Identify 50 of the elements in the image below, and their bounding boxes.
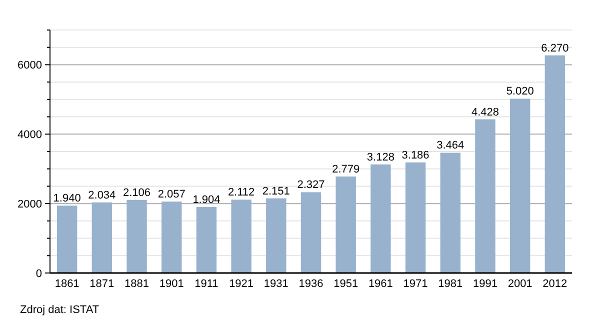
bar	[92, 202, 112, 273]
data-label: 2.112	[228, 186, 255, 199]
y-tick-label: 4000	[18, 128, 42, 141]
bar	[231, 200, 252, 273]
bar	[336, 176, 356, 273]
data-label: 2.034	[88, 189, 116, 202]
bar	[126, 200, 147, 273]
x-tick-label: 1981	[438, 278, 463, 290]
data-label: 3.128	[366, 151, 394, 164]
bar	[196, 206, 217, 273]
data-label: 5.020	[506, 86, 534, 98]
bar	[440, 152, 460, 273]
data-label: 2.779	[332, 164, 360, 176]
x-tick-label: 1921	[229, 278, 254, 290]
bar	[405, 162, 426, 273]
data-label: 2.327	[297, 179, 325, 192]
x-tick-label: 1961	[368, 278, 393, 290]
data-label: 2.106	[123, 186, 151, 199]
data-label: 3.186	[402, 149, 430, 162]
y-tick-label: 0	[36, 268, 42, 280]
x-tick-label: 1861	[54, 278, 80, 290]
y-tick-label: 6000	[18, 60, 42, 72]
data-label: 1.904	[192, 194, 220, 206]
bar	[544, 55, 566, 273]
bar	[56, 206, 78, 273]
x-tick-label: 1931	[264, 278, 288, 290]
x-tick-label: 1881	[124, 278, 150, 290]
data-label: 1.940	[53, 192, 81, 205]
data-label: 6.270	[541, 42, 569, 54]
bar	[162, 202, 182, 273]
x-tick-label: 1991	[472, 278, 498, 290]
data-label: 4.428	[471, 106, 499, 118]
x-tick-label: 1871	[90, 278, 114, 290]
x-tick-label: 1901	[159, 278, 184, 290]
y-tick-label: 2000	[18, 198, 42, 210]
data-label: 3.464	[436, 140, 464, 152]
x-tick-label: 1951	[334, 278, 358, 290]
bar	[510, 98, 530, 273]
bar	[370, 164, 391, 273]
data-label: 2.151	[262, 185, 290, 198]
bar	[266, 198, 286, 273]
x-tick-label: 1936	[298, 278, 324, 290]
x-tick-label: 2012	[542, 278, 568, 290]
bar	[475, 119, 496, 273]
bar	[300, 192, 322, 273]
text: Zdroj dat: ISTAT	[20, 304, 100, 316]
data-label: 2.057	[158, 188, 186, 201]
x-tick-label: 1911	[194, 278, 218, 290]
x-tick-label: 1971	[403, 278, 428, 290]
x-tick-label: 2001	[508, 278, 532, 290]
